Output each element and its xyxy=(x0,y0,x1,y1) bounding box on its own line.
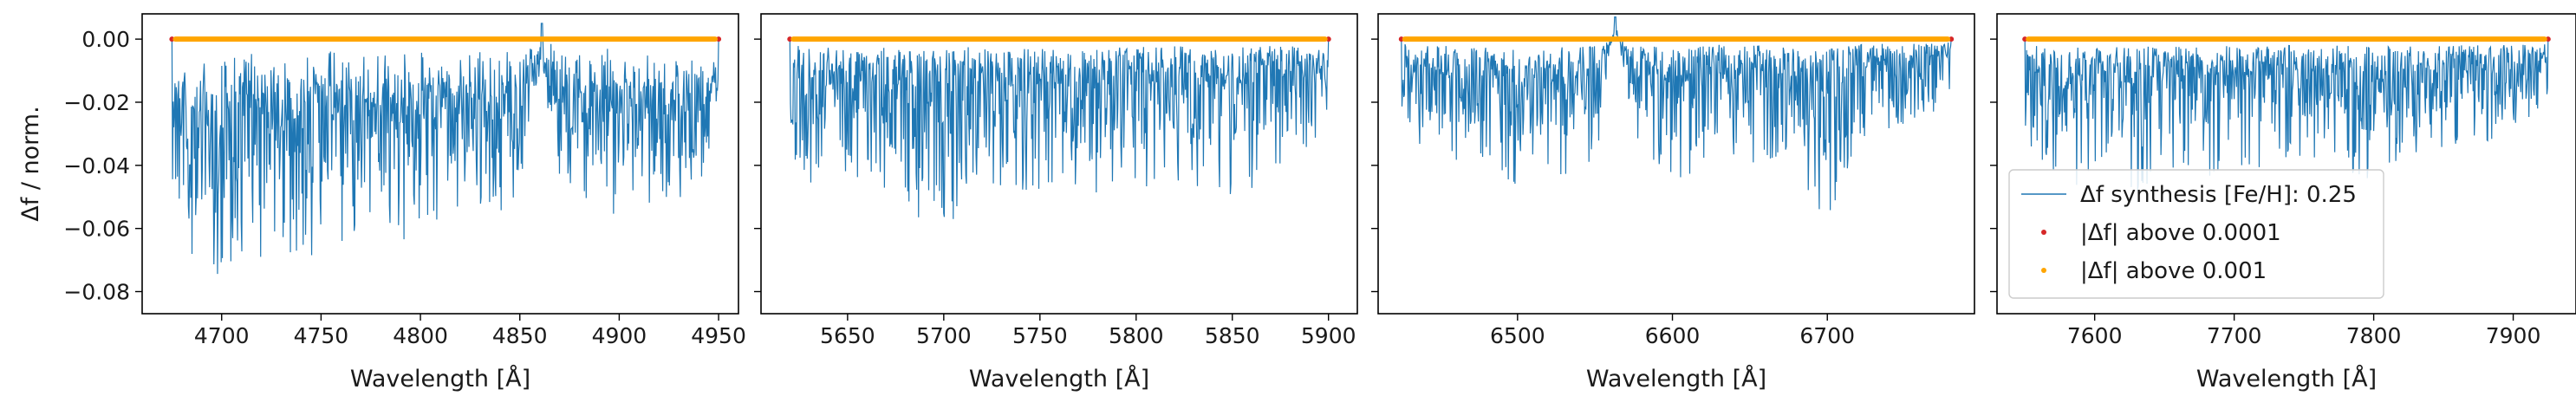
x-tick-label: 4850 xyxy=(492,323,548,348)
x-tick-label: 6700 xyxy=(1799,323,1855,348)
panel-4: 7600 7700 7800 7900 Wavelength [Å] xyxy=(1990,13,2576,393)
y-tick-label: −0.04 xyxy=(63,153,130,179)
x-tick-label: 5800 xyxy=(1109,323,1164,348)
y-tick-label: 0.00 xyxy=(81,27,130,52)
legend-label: |Δf| above 0.001 xyxy=(2080,258,2267,284)
y-tick-label: −0.08 xyxy=(63,280,130,305)
x-tick-label: 5850 xyxy=(1205,323,1260,348)
x-tick-label: 4900 xyxy=(592,323,647,348)
legend-dot-swatch xyxy=(2041,268,2046,273)
legend-dot-swatch xyxy=(2041,230,2046,235)
legend-label: Δf synthesis [Fe/H]: 0.25 xyxy=(2080,182,2357,208)
axes-frame xyxy=(141,13,739,315)
panel-1: 4700 4750 4800 4850 4900 4950 0.00 −0.02 −0.04 −0… xyxy=(17,13,746,393)
x-tick-label: 7800 xyxy=(2346,323,2402,348)
x-tick-label: 5700 xyxy=(916,323,972,348)
x-tick-label: 4950 xyxy=(691,323,746,348)
x-axis-label: Wavelength [Å] xyxy=(969,365,1149,393)
panel-3: 6500 6600 6700 Wavelength [Å] xyxy=(1371,13,1975,393)
x-tick-label: 7600 xyxy=(2067,323,2123,348)
x-tick-label: 4800 xyxy=(393,323,448,348)
x-tick-label: 7900 xyxy=(2486,323,2541,348)
x-axis-label: Wavelength [Å] xyxy=(1586,365,1766,393)
x-tick-label: 5650 xyxy=(820,323,875,348)
x-axis-label: Wavelength [Å] xyxy=(2196,365,2377,393)
x-tick-label: 6600 xyxy=(1645,323,1701,348)
y-tick-label: −0.06 xyxy=(63,217,130,242)
x-tick-label: 6500 xyxy=(1490,323,1545,348)
x-tick-label: 4700 xyxy=(194,323,250,348)
spectrum-line xyxy=(789,39,1330,219)
spectrum-line xyxy=(2024,39,2549,192)
axes-frame xyxy=(1996,13,2576,315)
y-tick-label: −0.02 xyxy=(63,90,130,115)
axes-frame xyxy=(1377,13,1975,315)
spectrum-line xyxy=(1401,16,1952,211)
spectrum-line xyxy=(171,23,719,275)
x-tick-label: 4750 xyxy=(294,323,349,348)
legend: Δf synthesis [Fe/H]: 0.25 |Δf| above 0.00… xyxy=(2008,169,2384,299)
panel-2: 5650 5700 5750 5800 5850 5900 Wavelength [Å] xyxy=(754,13,1358,393)
axes-frame xyxy=(760,13,1358,315)
y-axis-label: Δf / norm. xyxy=(17,106,44,221)
x-tick-label: 5900 xyxy=(1301,323,1356,348)
legend-label: |Δf| above 0.0001 xyxy=(2080,220,2281,246)
x-tick-label: 5750 xyxy=(1012,323,1068,348)
x-tick-label: 7700 xyxy=(2207,323,2262,348)
legend-box xyxy=(2008,169,2384,299)
x-axis-label: Wavelength [Å] xyxy=(350,365,530,393)
